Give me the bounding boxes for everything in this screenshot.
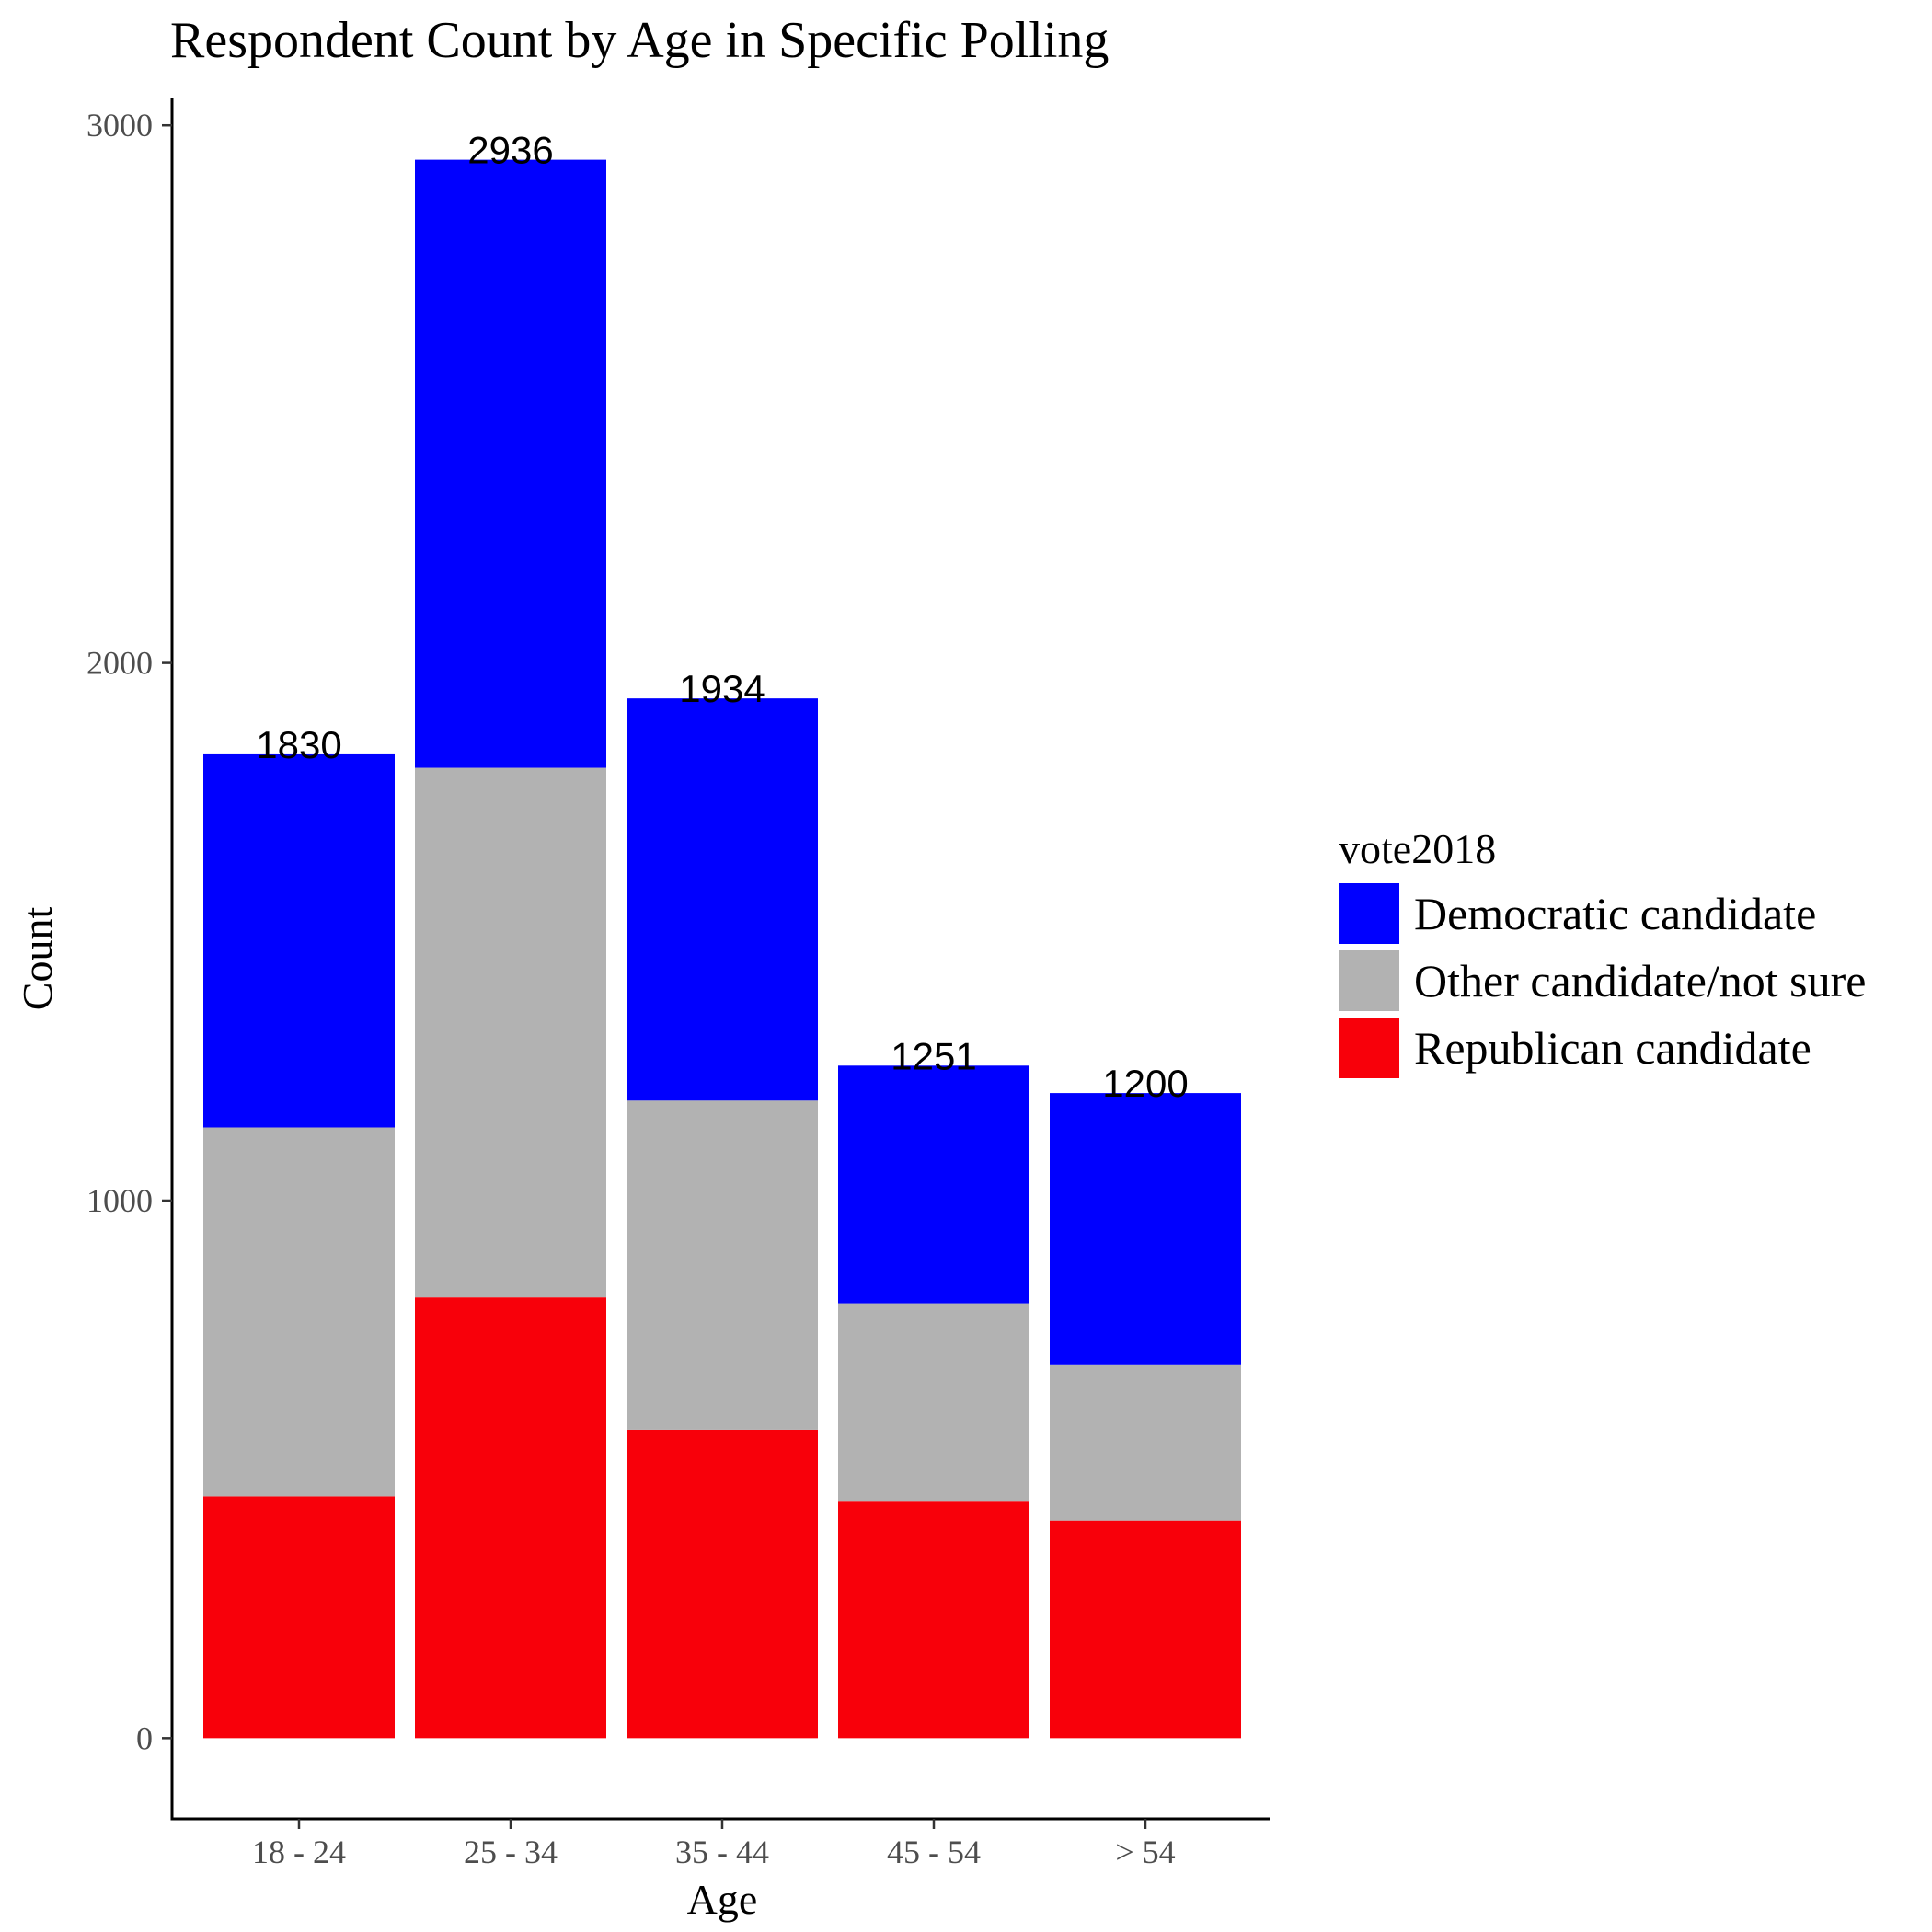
bar-25-34-republican-candidate [415,1297,606,1739]
legend-label-other-candidate-not-sure: Other candidate/not sure [1414,955,1866,1006]
legend: vote2018 Democratic candidate Other candi… [1339,825,1866,1078]
total-label-35-44: 1934 [679,667,765,710]
y-tick-label-0: 0 [136,1719,153,1756]
bar-45-54-other-candidate-not-sure [838,1303,1029,1502]
y-axis-title: Count [14,907,61,1011]
bar-54-other-candidate-not-sure [1050,1364,1241,1521]
y-tick-label-2000: 2000 [86,645,153,682]
x-tick-label-45-54: 45 - 54 [887,1834,981,1870]
x-tick-label-18-24: 18 - 24 [252,1834,346,1870]
bar-18-24-democratic-candidate [203,753,395,1128]
y-tick-label-3000: 3000 [86,107,153,144]
bar-18-24-other-candidate-not-sure [203,1127,395,1497]
bar-45-54-democratic-candidate [838,1065,1029,1304]
bar-54-republican-candidate [1050,1520,1241,1739]
bar-35-44-other-candidate-not-sure [627,1100,818,1430]
x-axis-title: Age [687,1876,758,1923]
chart-title: Respondent Count by Age in Specific Poll… [170,12,1109,69]
legend-title: vote2018 [1339,825,1496,872]
total-label-25-34: 2936 [467,129,553,172]
bars-layer [203,159,1241,1739]
legend-label-republican-candidate: Republican candidate [1414,1022,1811,1074]
bar-25-34-other-candidate-not-sure [415,767,606,1298]
bar-18-24-republican-candidate [203,1496,395,1739]
bar-54-democratic-candidate [1050,1093,1241,1365]
legend-label-democratic-candidate: Democratic candidate [1414,888,1816,939]
x-tick-label-54: > 54 [1115,1834,1175,1870]
legend-items: Democratic candidate Other candidate/not … [1339,883,1866,1078]
y-axis-ticks: 0 1000 2000 3000 [86,107,172,1756]
bar-45-54-republican-candidate [838,1501,1029,1739]
x-tick-label-35-44: 35 - 44 [675,1834,769,1870]
y-tick-label-1000: 1000 [86,1182,153,1219]
x-tick-label-25-34: 25 - 34 [464,1834,558,1870]
total-label-45-54: 1251 [891,1034,976,1077]
x-axis-ticks: 18 - 24 25 - 34 35 - 44 45 - 54 > 54 [252,1819,1176,1870]
legend-swatch-democratic-candidate [1339,883,1399,944]
bar-35-44-democratic-candidate [627,698,818,1101]
total-label-54: 1200 [1102,1062,1188,1105]
bar-35-44-republican-candidate [627,1429,818,1739]
legend-swatch-republican-candidate [1339,1018,1399,1078]
bar-25-34-democratic-candidate [415,159,606,768]
legend-swatch-other-candidate-not-sure [1339,950,1399,1011]
total-labels-layer: 1830 2936 1934 1251 1200 [256,129,1188,1105]
total-label-18-24: 1830 [256,723,341,766]
